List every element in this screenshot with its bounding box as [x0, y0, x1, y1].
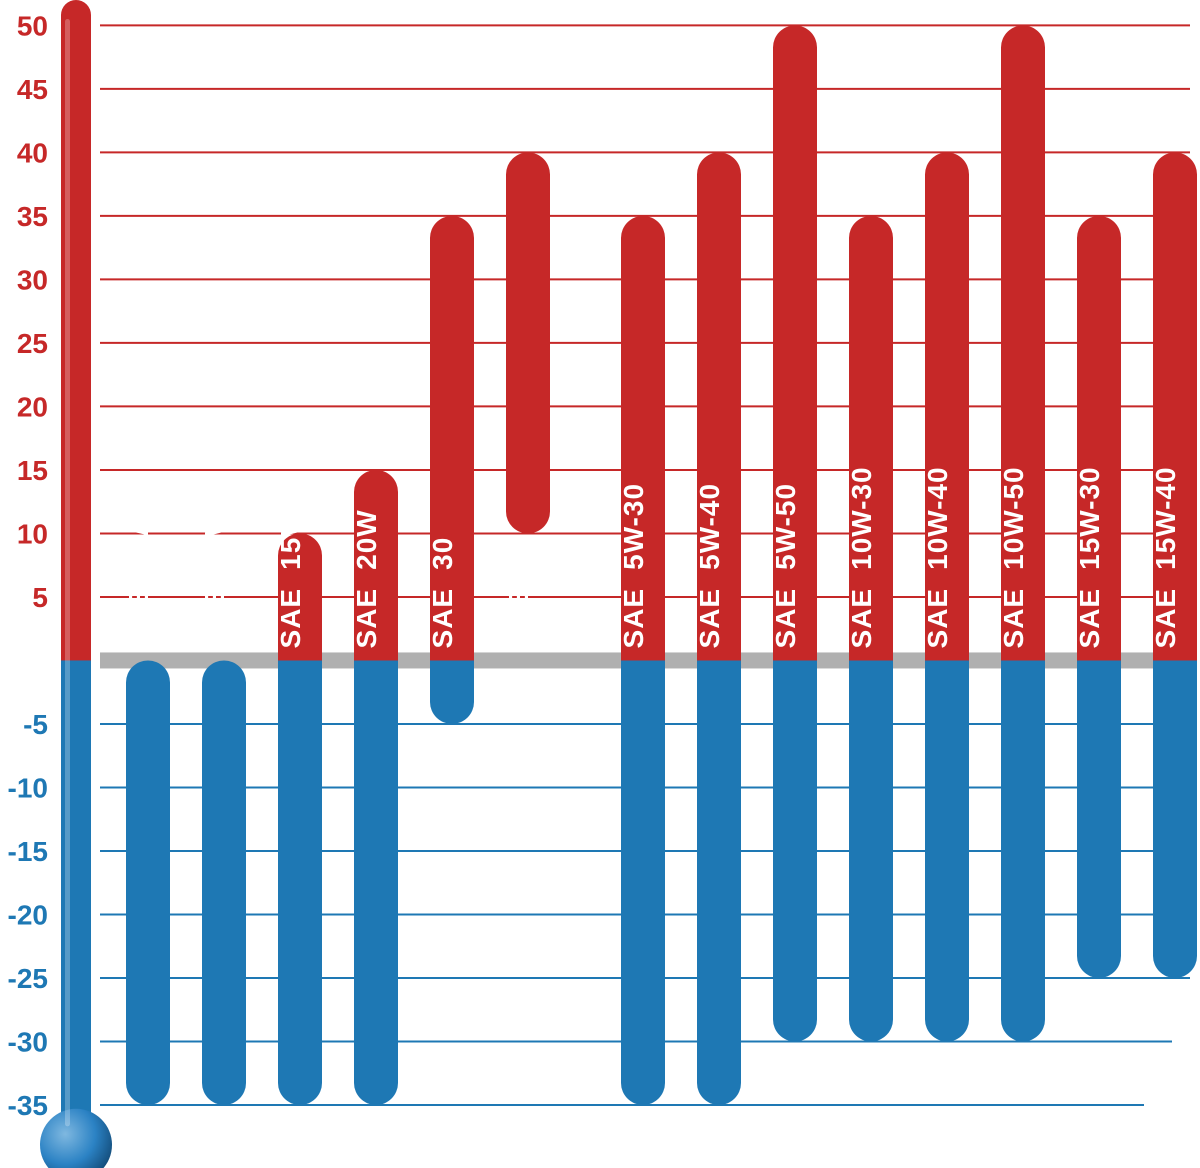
bar-seg-neg	[202, 660, 246, 1105]
bar-15w-40: SAE15W-40	[1150, 152, 1197, 978]
axis-tick-label: 20	[17, 391, 48, 422]
bar-label: SAE5W-50	[770, 483, 801, 649]
bar-label: SAE5W-30	[618, 483, 649, 649]
sae-temperature-chart: SAE5W SAE10W SAE15W SAE20W SAE30 SAE40 SAE5W-3…	[0, 0, 1200, 1168]
axis-tick-label: 15	[17, 455, 48, 486]
bar-10w-40: SAE10W-40	[922, 152, 969, 1041]
axis-tick-label: -25	[8, 963, 48, 994]
bar-40: SAE40	[503, 152, 550, 648]
bar-seg-neg	[278, 660, 322, 1105]
bar-seg-neg	[849, 660, 893, 1041]
bar-seg-neg	[354, 660, 398, 1105]
axis-tick-label: 25	[17, 328, 48, 359]
bar-15w: SAE15W	[275, 509, 322, 1105]
thermo-bulb	[40, 1109, 112, 1168]
bar-5w: SAE5W	[123, 526, 170, 1105]
bar-seg-pos	[506, 152, 550, 533]
thermo-gloss	[65, 19, 70, 1126]
axis-tick-label: -30	[8, 1026, 48, 1057]
axis-tick-label: -5	[23, 709, 48, 740]
bar-seg-neg	[697, 660, 741, 1105]
bar-label: SAE5W	[123, 526, 154, 649]
axis-tick-label: 50	[17, 10, 48, 41]
bar-seg-neg	[1001, 660, 1045, 1041]
bar-seg-neg	[621, 660, 665, 1105]
bar-seg-neg	[126, 660, 170, 1105]
axis-tick-label: 30	[17, 264, 48, 295]
bar-seg-pos	[697, 152, 741, 660]
axis-tick-label: -15	[8, 836, 48, 867]
bar-15w-30: SAE15W-30	[1074, 216, 1121, 978]
axis-tick-label: -35	[8, 1090, 48, 1121]
bar-seg-neg	[430, 660, 474, 724]
axis-tick-label: 45	[17, 74, 48, 105]
bar-label: SAE10W-40	[922, 466, 953, 648]
axis-tick-label: 10	[17, 518, 48, 549]
bar-label: SAE30	[427, 537, 458, 649]
bar-20w: SAE20W	[351, 470, 398, 1105]
bar-label: SAE15W-30	[1074, 466, 1105, 648]
axis-tick-label: 5	[32, 582, 48, 613]
bar-10w-50: SAE10W-50	[998, 25, 1045, 1041]
bar-seg-neg	[1153, 660, 1197, 978]
thermometer	[40, 0, 112, 1168]
axis-tick-label: 40	[17, 137, 48, 168]
bar-seg-pos	[1153, 152, 1197, 660]
bar-label: SAE10W	[199, 509, 230, 648]
bar-label: SAE40	[503, 537, 534, 649]
bar-5w-50: SAE5W-50	[770, 25, 817, 1041]
bar-seg-neg	[1077, 660, 1121, 978]
bar-10w: SAE10W	[199, 509, 246, 1105]
chart-svg: SAE5W SAE10W SAE15W SAE20W SAE30 SAE40 SAE5W-3…	[0, 0, 1200, 1168]
bar-seg-neg	[773, 660, 817, 1041]
axis-tick-label: -10	[8, 772, 48, 803]
axis-tick-label: -20	[8, 899, 48, 930]
bar-label: SAE10W-30	[846, 466, 877, 648]
bar-seg-neg	[925, 660, 969, 1041]
axis-tick-label: 35	[17, 201, 48, 232]
bar-seg-pos	[925, 152, 969, 660]
bar-label: SAE5W-40	[694, 483, 725, 649]
bars-group: SAE5W SAE10W SAE15W SAE20W SAE30 SAE40 SAE5W-3…	[123, 25, 1197, 1105]
bar-label: SAE10W-50	[998, 466, 1029, 648]
bar-10w-30: SAE10W-30	[846, 216, 893, 1042]
bar-30: SAE30	[427, 216, 474, 724]
bar-label: SAE15W-40	[1150, 466, 1181, 648]
bar-5w-40: SAE5W-40	[694, 152, 741, 1105]
bar-5w-30: SAE5W-30	[618, 216, 665, 1105]
axis-labels: -35 -30 -25 -20 -15 -10 -5 5 10 15 20 25 30 35 40 45 50	[8, 10, 48, 1121]
